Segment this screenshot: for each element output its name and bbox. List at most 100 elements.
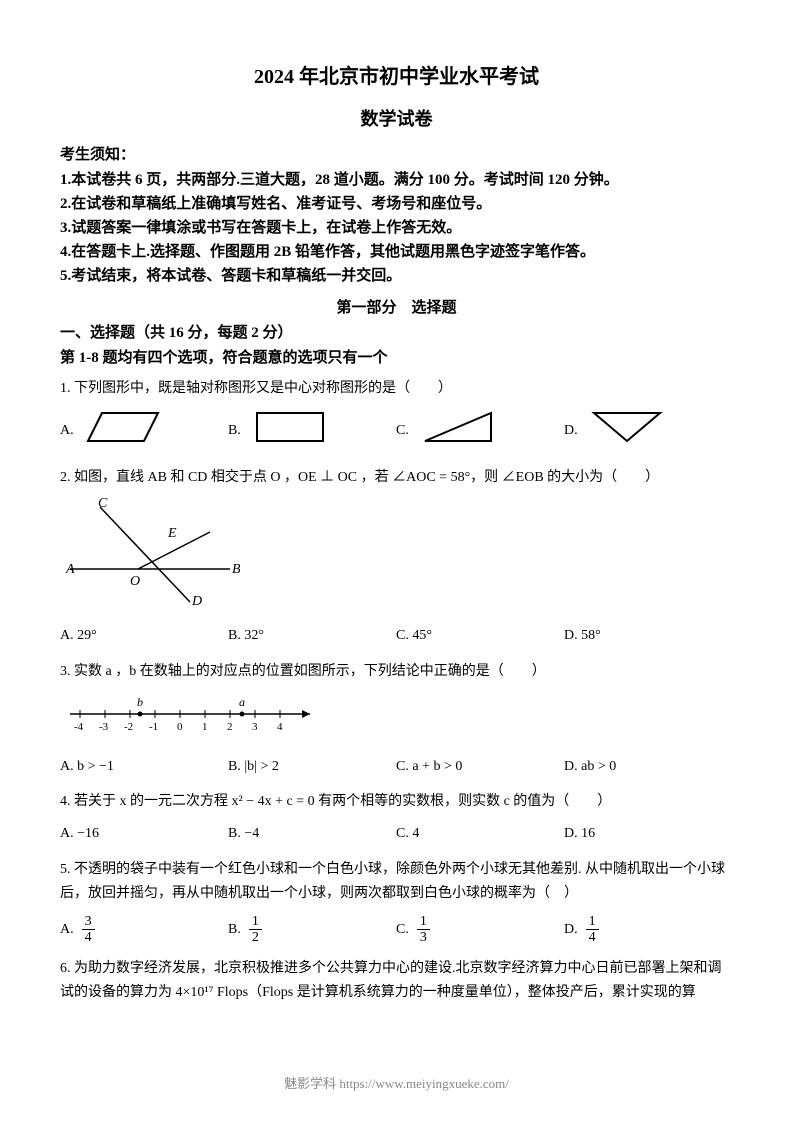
- q5-c-den: 3: [417, 930, 430, 945]
- q5-d-label: D.: [564, 918, 578, 942]
- q5-b-frac: 12: [249, 914, 262, 946]
- q5-b-num: 1: [249, 914, 262, 930]
- notice-item-5: 5.考试结束，将本试卷、答题卡和草稿纸一并交回。: [60, 264, 733, 288]
- svg-text:4: 4: [277, 721, 283, 733]
- svg-text:2: 2: [227, 721, 233, 733]
- q5-b-den: 2: [249, 930, 262, 945]
- q3-option-a: A. b > −1: [60, 755, 228, 779]
- q2-c-text: C. 45°: [396, 624, 432, 648]
- q1-d-label: D.: [564, 419, 578, 443]
- q2-a-text: A. 29°: [60, 624, 97, 648]
- q5-d-den: 4: [586, 930, 599, 945]
- svg-text:-3: -3: [99, 721, 109, 733]
- q6-text: 6. 为助力数字经济发展，北京积极推进多个公共算力中心的建设.北京数字经济算力中…: [60, 957, 733, 1005]
- svg-text:a: a: [239, 695, 245, 709]
- question-4: 4. 若关于 x 的一元二次方程 x² − 4x + c = 0 有两个相等的实…: [60, 790, 733, 846]
- q2-text: 2. 如图，直线 AB 和 CD 相交于点 O ，OE ⊥ OC ，若 ∠AOC…: [60, 466, 733, 490]
- q3-d-text: D. ab > 0: [564, 755, 616, 779]
- notice-header: 考生须知：: [60, 143, 733, 164]
- label-d: D: [191, 594, 202, 607]
- question-3: 3. 实数 a ，b 在数轴上的对应点的位置如图所示，下列结论中正确的是（ ） …: [60, 660, 733, 778]
- label-a: A: [65, 562, 75, 577]
- exam-title: 2024 年北京市初中学业水平考试: [60, 60, 733, 89]
- category-title: 一、选择题（共 16 分，每题 2 分）: [60, 321, 733, 342]
- svg-text:-1: -1: [149, 721, 158, 733]
- q5-option-a: A. 34: [60, 914, 228, 946]
- notice-item-3: 3.试题答案一律填涂或书写在答题卡上，在试卷上作答无效。: [60, 216, 733, 240]
- q4-c-text: C. 4: [396, 822, 419, 846]
- footer-text: 魅影学科 https://www.meiyingxueke.com/: [0, 1073, 793, 1092]
- q3-option-b: B. |b| > 2: [228, 755, 396, 779]
- q2-b-text: B. 32°: [228, 624, 264, 648]
- q1-option-d: D.: [564, 409, 732, 454]
- question-5: 5. 不透明的袋子中装有一个红色小球和一个白色小球，除颜色外两个小球无其他差别.…: [60, 858, 733, 945]
- q5-c-num: 1: [417, 914, 430, 930]
- q5-option-d: D. 14: [564, 914, 732, 946]
- q5-text: 5. 不透明的袋子中装有一个红色小球和一个白色小球，除颜色外两个小球无其他差别.…: [60, 858, 733, 906]
- q4-option-a: A. −16: [60, 822, 228, 846]
- q2-option-c: C. 45°: [396, 624, 564, 648]
- label-c: C: [98, 497, 108, 511]
- q5-option-b: B. 12: [228, 914, 396, 946]
- q4-option-b: B. −4: [228, 822, 396, 846]
- svg-text:3: 3: [252, 721, 258, 733]
- right-triangle-icon: [421, 409, 495, 454]
- q3-option-d: D. ab > 0: [564, 755, 732, 779]
- q4-text: 4. 若关于 x 的一元二次方程 x² − 4x + c = 0 有两个相等的实…: [60, 790, 733, 814]
- q2-d-text: D. 58°: [564, 624, 601, 648]
- q5-a-den: 4: [82, 930, 95, 945]
- q3-text: 3. 实数 a ，b 在数轴上的对应点的位置如图所示，下列结论中正确的是（ ）: [60, 660, 733, 684]
- label-b: B: [232, 562, 240, 577]
- q1-text: 1. 下列图形中，既是轴对称图形又是中心对称图形的是（ ）: [60, 377, 733, 401]
- q1-b-label: B.: [228, 419, 241, 443]
- q4-option-d: D. 16: [564, 822, 732, 846]
- inverted-triangle-icon: [590, 409, 664, 454]
- notice-item-4: 4.在答题卡上.选择题、作图题用 2B 铅笔作答，其他试题用黑色字迹签字笔作答。: [60, 240, 733, 264]
- q3-a-text: A. b > −1: [60, 755, 114, 779]
- svg-text:0: 0: [177, 721, 183, 733]
- q5-d-num: 1: [586, 914, 599, 930]
- question-2: 2. 如图，直线 AB 和 CD 相交于点 O ，OE ⊥ OC ，若 ∠AOC…: [60, 466, 733, 648]
- notice-item-2: 2.在试卷和草稿纸上准确填写姓名、准考证号、考场号和座位号。: [60, 192, 733, 216]
- svg-text:-2: -2: [124, 721, 133, 733]
- q4-a-text: A. −16: [60, 822, 99, 846]
- q4-options: A. −16 B. −4 C. 4 D. 16: [60, 822, 733, 846]
- subcategory: 第 1-8 题均有四个选项，符合题意的选项只有一个: [60, 346, 733, 367]
- q2-options: A. 29° B. 32° C. 45° D. 58°: [60, 624, 733, 648]
- q1-option-c: C.: [396, 409, 564, 454]
- question-1: 1. 下列图形中，既是轴对称图形又是中心对称图形的是（ ） A. B. C. D…: [60, 377, 733, 454]
- exam-subtitle: 数学试卷: [60, 105, 733, 131]
- q4-b-text: B. −4: [228, 822, 259, 846]
- q5-c-label: C.: [396, 918, 409, 942]
- question-6: 6. 为助力数字经济发展，北京积极推进多个公共算力中心的建设.北京数字经济算力中…: [60, 957, 733, 1005]
- q3-c-text: C. a + b > 0: [396, 755, 462, 779]
- q3-b-text: B. |b| > 2: [228, 755, 279, 779]
- q1-option-b: B.: [228, 409, 396, 454]
- q3-option-c: C. a + b > 0: [396, 755, 564, 779]
- q2-diagram: A B C D E O: [60, 497, 733, 616]
- notice-item-1: 1.本试卷共 6 页，共两部分.三道大题，28 道小题。满分 100 分。考试时…: [60, 168, 733, 192]
- q2-option-b: B. 32°: [228, 624, 396, 648]
- q3-numberline: -4 -3 -2 -1 0 1 2 3 4 b a: [60, 692, 733, 745]
- q5-a-label: A.: [60, 918, 74, 942]
- q5-options: A. 34 B. 12 C. 13 D. 14: [60, 914, 733, 946]
- q1-option-a: A.: [60, 409, 228, 454]
- q4-option-c: C. 4: [396, 822, 564, 846]
- rectangle-icon: [253, 409, 327, 454]
- q4-d-text: D. 16: [564, 822, 595, 846]
- svg-text:1: 1: [202, 721, 208, 733]
- q3-options: A. b > −1 B. |b| > 2 C. a + b > 0 D. ab …: [60, 755, 733, 779]
- q5-a-frac: 34: [82, 914, 95, 946]
- q5-b-label: B.: [228, 918, 241, 942]
- label-e: E: [167, 526, 177, 541]
- q5-d-frac: 14: [586, 914, 599, 946]
- section-title: 第一部分 选择题: [60, 296, 733, 317]
- svg-text:b: b: [137, 695, 143, 709]
- q1-a-label: A.: [60, 419, 74, 443]
- q1-c-label: C.: [396, 419, 409, 443]
- q2-option-a: A. 29°: [60, 624, 228, 648]
- parallelogram-icon: [86, 409, 160, 454]
- label-o: O: [130, 574, 140, 589]
- q1-options: A. B. C. D.: [60, 409, 733, 454]
- q2-option-d: D. 58°: [564, 624, 732, 648]
